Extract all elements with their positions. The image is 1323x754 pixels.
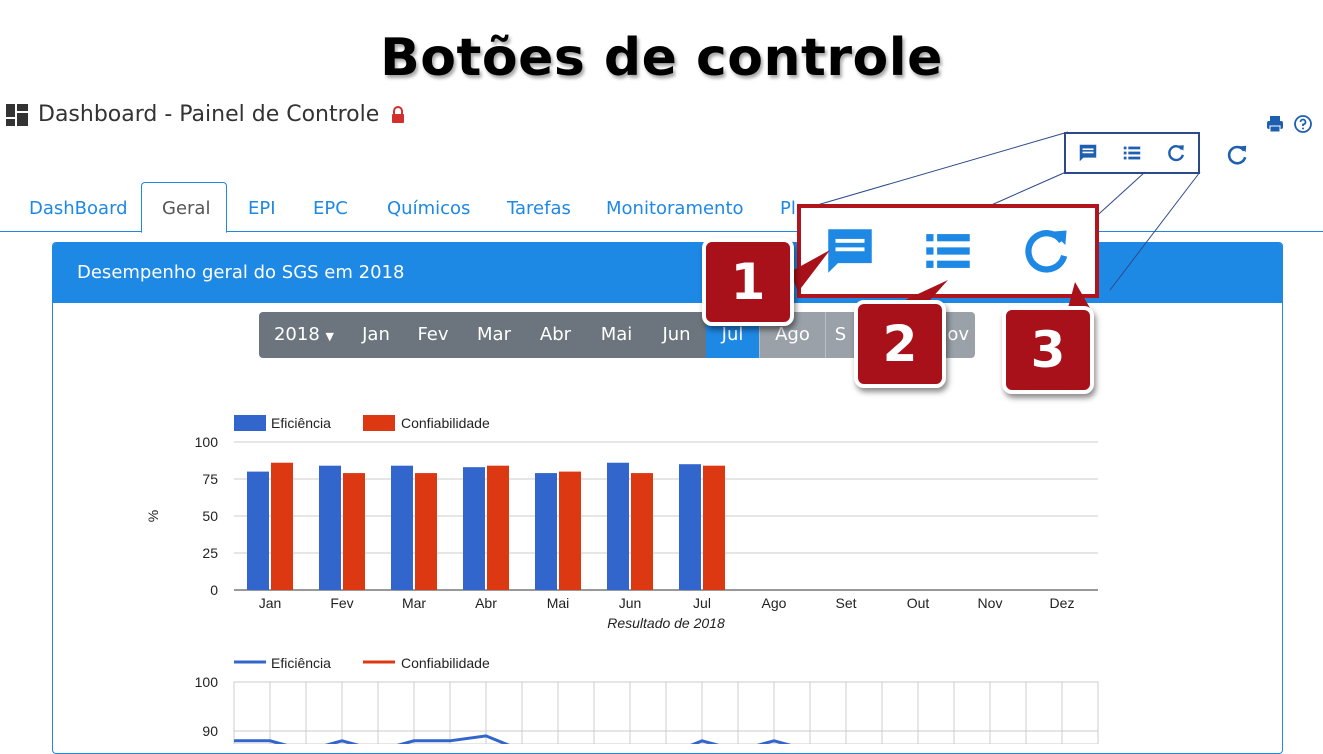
page-title: Dashboard - Painel de Controle (38, 102, 380, 127)
slide-title: Botões de controle (380, 28, 943, 88)
corner-tools (1265, 114, 1313, 134)
lock-icon (392, 105, 405, 123)
list-icon-large (926, 234, 970, 268)
comment-icon-large (828, 229, 872, 273)
tab-epi[interactable]: EPI (248, 198, 276, 219)
callout-badge-2: 2 (854, 300, 946, 388)
control-buttons-group (1064, 132, 1200, 174)
tab-quimicos[interactable]: Químicos (387, 198, 471, 219)
tab-monitoramento[interactable]: Monitoramento (606, 198, 744, 219)
month-abr[interactable]: Abr (525, 312, 586, 358)
tab-pl[interactable]: Pl (780, 198, 796, 219)
callout-badge-3: 3 (1002, 306, 1094, 394)
list-icon[interactable] (1121, 142, 1143, 164)
tab-tarefas[interactable]: Tarefas (507, 198, 571, 219)
app-title: Dashboard - Painel de Controle (6, 102, 407, 127)
callout-zoom-box (797, 204, 1099, 298)
year-label: 2018 (273, 324, 320, 345)
refresh-icon-large (1025, 230, 1068, 273)
tab-geral[interactable]: Geral (141, 182, 227, 233)
refresh-icon[interactable] (1165, 142, 1187, 164)
dashboard-grid-icon (6, 103, 28, 126)
month-jan[interactable]: Jan (349, 312, 403, 358)
tab-dashboard[interactable]: DashBoard (29, 198, 128, 219)
caret-down-icon: ▼ (325, 330, 334, 343)
print-icon[interactable] (1265, 114, 1285, 134)
help-icon[interactable] (1293, 114, 1313, 134)
month-mar[interactable]: Mar (463, 312, 525, 358)
month-set[interactable]: S (825, 312, 855, 358)
month-fev[interactable]: Fev (403, 312, 463, 358)
month-jun[interactable]: Jun (647, 312, 706, 358)
comment-icon[interactable] (1077, 142, 1099, 164)
callout-badge-1: 1 (702, 238, 794, 326)
tab-epc[interactable]: EPC (313, 198, 348, 219)
year-dropdown[interactable]: 2018 ▼ (259, 312, 349, 358)
main-refresh-icon[interactable] (1224, 142, 1250, 168)
month-mai[interactable]: Mai (586, 312, 647, 358)
tab-bar: DashBoard Geral EPI EPC Químicos Tarefas… (0, 182, 1323, 233)
